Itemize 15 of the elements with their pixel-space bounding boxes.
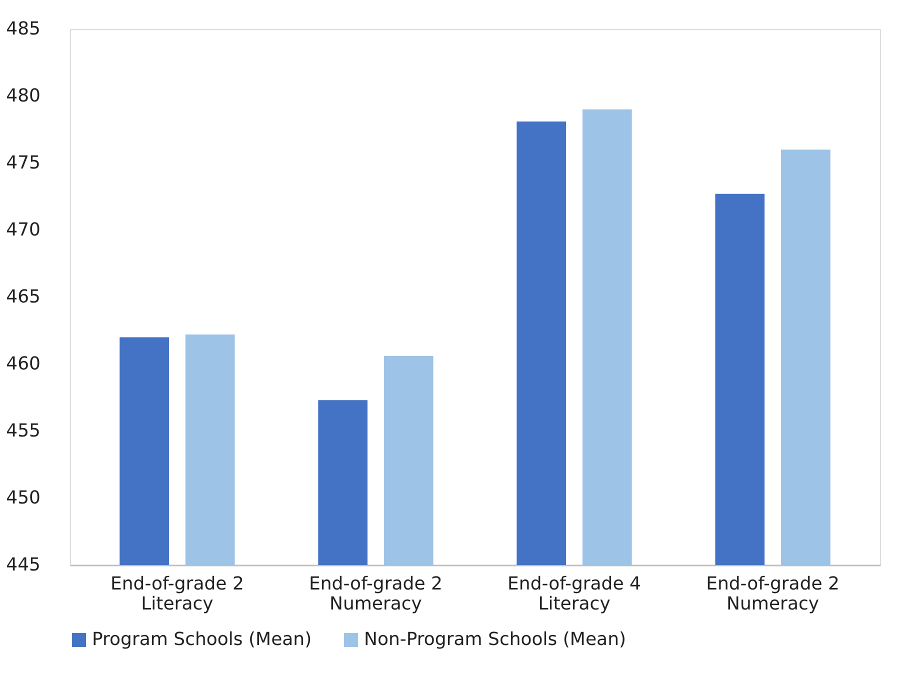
x-tick-label: End-of-grade 4 Literacy [508,574,641,614]
x-tick-label: End-of-grade 2 Numeracy [706,574,840,614]
legend-label: Program Schools (Mean) [92,629,312,650]
legend-label: Non-Program Schools (Mean) [364,629,626,650]
x-tick-label: End-of-grade 2 Numeracy [309,574,442,614]
y-tick-label: 445 [6,554,40,576]
y-tick-label: 455 [6,420,40,442]
y-tick-label: 450 [6,488,40,508]
y-tick-label: 470 [6,220,40,240]
x-tick-label: End-of-grade 2 Literacy [110,574,244,614]
y-tick-label: 485 [6,18,40,40]
y-tick-label: 460 [6,354,40,374]
y-tick-label: 480 [6,86,40,106]
y-tick-label: 475 [6,152,40,174]
y-tick-label: 465 [6,286,40,308]
